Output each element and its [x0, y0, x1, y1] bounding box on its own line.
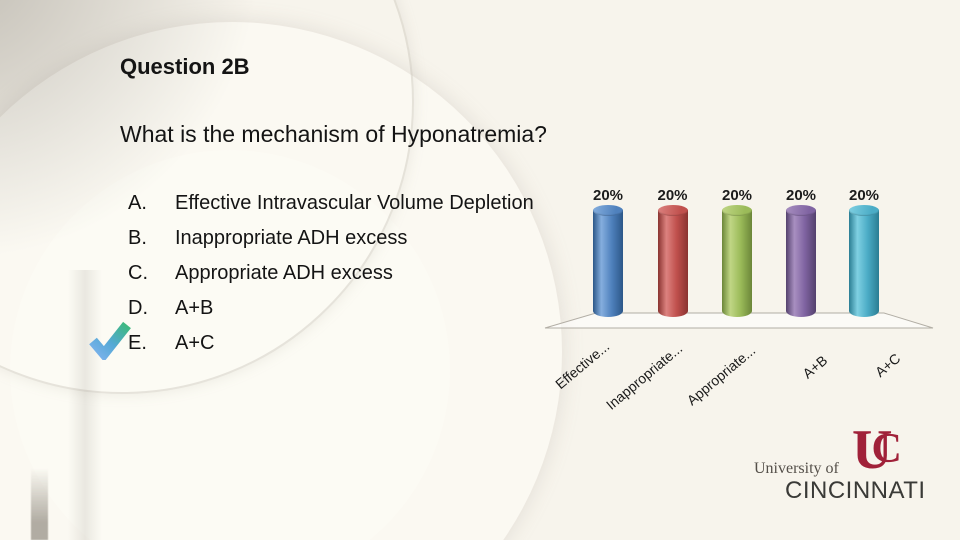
option-text: A+C [175, 332, 215, 354]
option-letter: D. [128, 297, 148, 319]
answer-options: A. Effective Intravascular Volume Deplet… [128, 186, 598, 361]
option-text: Appropriate ADH excess [175, 262, 393, 284]
bar-value-label: 20% [721, 187, 753, 204]
option-letter: A. [128, 192, 147, 214]
chart-bar-top [722, 205, 752, 216]
chart-bar-top [593, 205, 623, 216]
logo-university-of: University of [754, 460, 839, 477]
chart-bar-top [786, 205, 816, 216]
option-d: D. A+B [128, 291, 598, 326]
correct-answer-check-icon [89, 321, 131, 360]
background-stripe [31, 468, 48, 540]
slide-title: Question 2B [120, 54, 250, 79]
bar-value-label: 20% [848, 187, 880, 204]
background-swirl [68, 270, 102, 540]
chart-floor [544, 312, 934, 329]
uc-monogram-icon: UC [852, 422, 902, 478]
bar-value-label: 20% [785, 187, 817, 204]
university-logo: UC University of CINCINNATI [748, 422, 960, 514]
question-text: What is the mechanism of Hyponatremia? [120, 121, 547, 147]
poll-results-chart: 20% Effective... 20% Inappropriate... 20% App… [543, 184, 959, 434]
chart-bar [786, 205, 816, 317]
monogram-c: C [871, 426, 902, 472]
option-e: E. A+C [128, 326, 598, 361]
option-letter: C. [128, 262, 148, 284]
logo-cincinnati: CINCINNATI [785, 477, 926, 504]
option-a: A. Effective Intravascular Volume Deplet… [128, 186, 598, 221]
option-text: Inappropriate ADH excess [175, 227, 408, 249]
chart-bar [722, 205, 752, 317]
chart-bar-top [657, 205, 688, 216]
option-b: B. Inappropriate ADH excess [128, 221, 598, 256]
option-text: A+B [175, 297, 214, 319]
chart-bar [657, 205, 688, 317]
chart-bar [849, 205, 879, 317]
chart-bar-top [849, 205, 879, 216]
option-c: C. Appropriate ADH excess [128, 256, 598, 291]
bar-value-label: 20% [592, 187, 624, 204]
monogram-u: U [852, 419, 893, 481]
option-letter: B. [128, 227, 147, 249]
bar-value-label: 20% [657, 187, 688, 204]
option-text: Effective Intravascular Volume Depletion [175, 192, 534, 214]
chart-bar [593, 205, 623, 317]
option-letter: E. [128, 332, 147, 354]
